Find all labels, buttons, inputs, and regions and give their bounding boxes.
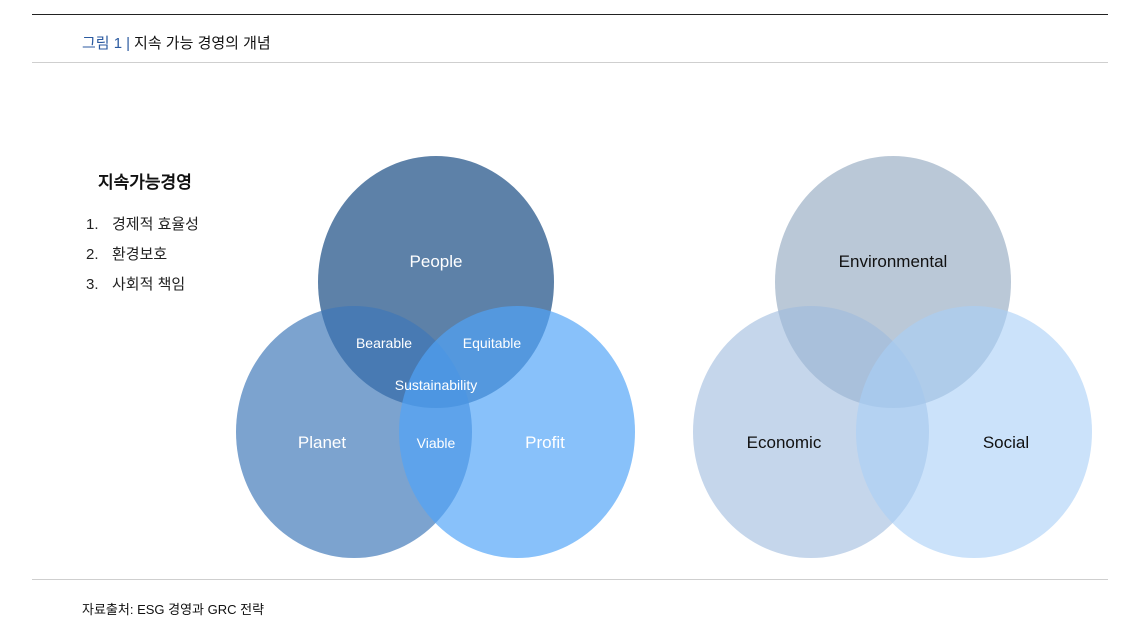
list-item-number: 1.: [86, 216, 99, 233]
list-item: 1. 경제적 효율성: [86, 210, 199, 240]
figure-label: 그림 1: [82, 35, 123, 52]
circle-planet: [236, 306, 472, 558]
title-separator: |: [126, 35, 131, 52]
footer-divider: [32, 579, 1108, 580]
list-item-label: 경제적 효율성: [112, 216, 199, 233]
list-item-label: 사회적 책임: [112, 276, 186, 293]
label-people: People: [410, 252, 463, 271]
label-sustainability: Sustainability: [395, 377, 478, 393]
figure-title-text: 지속 가능 경영의 개념: [134, 35, 271, 52]
venn-right: Environmental Economic Social: [693, 156, 1092, 558]
list-item-number: 2.: [86, 246, 99, 263]
header-divider: [32, 62, 1108, 63]
circle-social: [856, 306, 1092, 558]
circle-economic: [693, 306, 929, 558]
list-item-number: 3.: [86, 276, 99, 293]
list-item: 2. 환경보호: [86, 240, 199, 270]
venn-left: People Planet Profit Bearable Equitable …: [236, 156, 635, 558]
source-note: 자료출처: ESG 경영과 GRC 전략: [82, 602, 265, 617]
label-economic: Economic: [747, 433, 822, 452]
sidebar-heading: 지속가능경영: [98, 173, 192, 192]
label-planet: Planet: [298, 433, 346, 452]
label-social: Social: [983, 433, 1029, 452]
list-item: 3. 사회적 책임: [86, 270, 199, 300]
figure-title: 그림 1 | 지속 가능 경영의 개념: [82, 32, 271, 53]
label-viable: Viable: [417, 435, 456, 451]
label-equitable: Equitable: [463, 335, 522, 351]
top-rule: [32, 14, 1108, 15]
sidebar-list: 1. 경제적 효율성 2. 환경보호 3. 사회적 책임: [86, 210, 199, 300]
circle-profit: [399, 306, 635, 558]
list-item-label: 환경보호: [112, 246, 168, 263]
label-profit: Profit: [525, 433, 565, 452]
label-environmental: Environmental: [839, 252, 948, 271]
label-bearable: Bearable: [356, 335, 412, 351]
